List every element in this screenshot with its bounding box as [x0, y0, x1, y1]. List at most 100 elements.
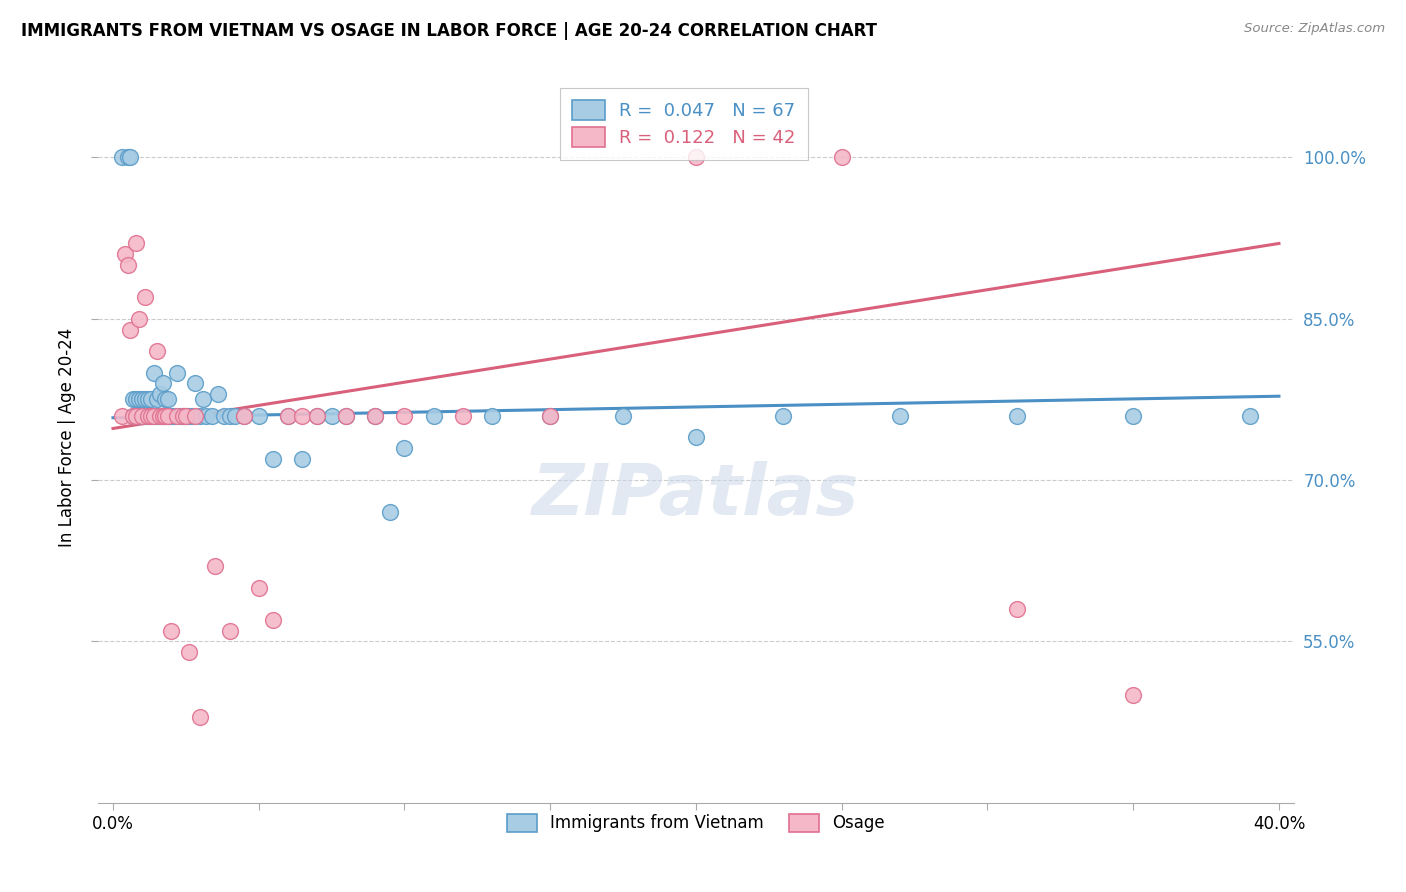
Point [685, 430, 707, 444]
Point [122, 409, 145, 423]
Point [149, 409, 172, 423]
Point [142, 409, 165, 423]
Point [131, 409, 153, 423]
Point [224, 409, 246, 423]
Point [183, 409, 205, 423]
Point [122, 392, 145, 407]
Point [190, 710, 212, 724]
Point [233, 409, 256, 423]
Point [195, 409, 218, 423]
Point [201, 409, 224, 423]
Point [136, 409, 159, 423]
Point [364, 409, 387, 423]
Point [247, 581, 270, 595]
Point [117, 150, 139, 164]
Point [305, 409, 328, 423]
Point [190, 409, 212, 423]
Text: Source: ZipAtlas.com: Source: ZipAtlas.com [1244, 22, 1385, 36]
Point [145, 344, 167, 359]
Point [166, 409, 188, 423]
Point [262, 451, 284, 466]
Point [149, 409, 172, 423]
Point [1005, 409, 1028, 423]
Point [139, 409, 162, 423]
Point [422, 409, 444, 423]
Point [364, 409, 387, 423]
Point [889, 409, 911, 423]
Point [180, 409, 202, 423]
Point [145, 392, 167, 407]
Point [114, 247, 136, 261]
Y-axis label: In Labor Force | Age 20-24: In Labor Force | Age 20-24 [58, 327, 76, 547]
Point [142, 366, 165, 380]
Point [155, 392, 177, 407]
Point [335, 409, 357, 423]
Point [111, 409, 134, 423]
Point [247, 409, 270, 423]
Point [131, 392, 153, 407]
Point [139, 392, 162, 407]
Point [193, 392, 215, 407]
Point [277, 409, 299, 423]
Point [172, 409, 194, 423]
Point [1239, 409, 1261, 423]
Point [538, 409, 561, 423]
Point [207, 387, 229, 401]
Point [1005, 602, 1028, 616]
Point [305, 409, 328, 423]
Point [335, 409, 357, 423]
Point [174, 409, 197, 423]
Point [128, 311, 150, 326]
Point [128, 392, 150, 407]
Point [120, 150, 142, 164]
Point [394, 441, 416, 455]
Point [233, 409, 256, 423]
Point [378, 505, 401, 519]
Point [163, 409, 186, 423]
Point [125, 236, 148, 251]
Point [321, 409, 343, 423]
Point [139, 409, 162, 423]
Legend: Immigrants from Vietnam, Osage: Immigrants from Vietnam, Osage [494, 800, 898, 846]
Point [128, 409, 150, 423]
Point [291, 409, 314, 423]
Point [291, 451, 314, 466]
Point [169, 409, 191, 423]
Point [152, 376, 174, 391]
Point [152, 409, 174, 423]
Point [134, 409, 156, 423]
Point [481, 409, 503, 423]
Point [136, 409, 159, 423]
Point [157, 392, 180, 407]
Point [277, 409, 299, 423]
Point [145, 409, 167, 423]
Point [125, 409, 148, 423]
Point [111, 150, 134, 164]
Point [131, 409, 153, 423]
Point [204, 559, 226, 574]
Point [122, 409, 145, 423]
Point [117, 258, 139, 272]
Point [212, 409, 235, 423]
Text: ZIPatlas: ZIPatlas [533, 461, 859, 530]
Point [538, 409, 561, 423]
Point [685, 150, 707, 164]
Point [262, 613, 284, 627]
Point [136, 392, 159, 407]
Point [155, 409, 177, 423]
Point [177, 645, 200, 659]
Point [166, 366, 188, 380]
Point [772, 409, 794, 423]
Point [160, 409, 183, 423]
Point [1122, 409, 1144, 423]
Point [831, 150, 853, 164]
Point [394, 409, 416, 423]
Point [218, 409, 240, 423]
Text: IMMIGRANTS FROM VIETNAM VS OSAGE IN LABOR FORCE | AGE 20-24 CORRELATION CHART: IMMIGRANTS FROM VIETNAM VS OSAGE IN LABO… [21, 22, 877, 40]
Point [155, 409, 177, 423]
Point [451, 409, 474, 423]
Point [160, 624, 183, 638]
Point [142, 409, 165, 423]
Point [149, 387, 172, 401]
Point [612, 409, 634, 423]
